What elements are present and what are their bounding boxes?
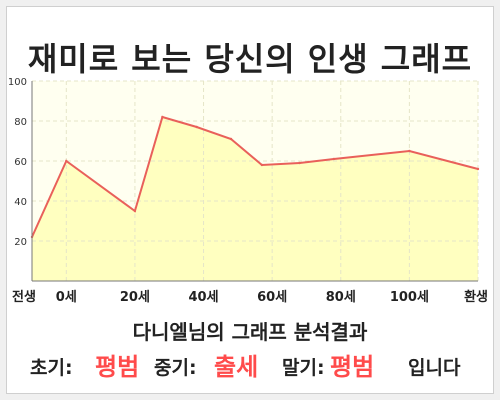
y-tick-label: 60 <box>14 157 27 168</box>
analysis-subtitle: 다니엘님의 그래프 분석결과 <box>132 320 368 344</box>
x-tick-label: 60세 <box>257 290 287 305</box>
x-tick-label: 0세 <box>56 290 77 305</box>
area-fill <box>32 117 478 281</box>
data-point <box>408 149 411 153</box>
late-value: 평범 <box>330 353 375 381</box>
x-tick-label: 전생 <box>12 289 36 305</box>
data-point <box>332 157 336 161</box>
early-label: 초기: <box>30 357 73 379</box>
y-tick-label: 40 <box>14 197 27 208</box>
x-tick-label: 40세 <box>189 290 219 305</box>
data-point <box>161 115 164 119</box>
x-tick-label: 80세 <box>326 290 356 305</box>
result-suffix: 입니다 <box>408 357 461 379</box>
data-point <box>229 137 233 141</box>
data-point <box>260 163 264 167</box>
page-title: 재미로 보는 당신의 인생 그래프 <box>27 40 473 78</box>
early-value: 평범 <box>95 353 140 381</box>
x-tick-label: 100세 <box>390 290 429 305</box>
data-point <box>65 159 68 163</box>
mid-label: 중기: <box>154 357 197 379</box>
late-label: 말기: <box>282 357 325 379</box>
data-point <box>195 125 198 129</box>
y-tick-label: 20 <box>14 237 27 248</box>
mid-value: 출세 <box>214 353 259 381</box>
y-tick-label: 100 <box>8 77 27 88</box>
analysis-result: 초기: 평범 중기: 출세 말기: 평범 입니다 <box>0 345 500 381</box>
data-point <box>133 209 137 213</box>
data-point <box>298 161 301 165</box>
y-tick-label: 80 <box>14 117 27 128</box>
x-tick-label: 20세 <box>120 290 150 305</box>
x-tick-label: 환생 <box>464 289 488 305</box>
data-point <box>476 167 480 171</box>
